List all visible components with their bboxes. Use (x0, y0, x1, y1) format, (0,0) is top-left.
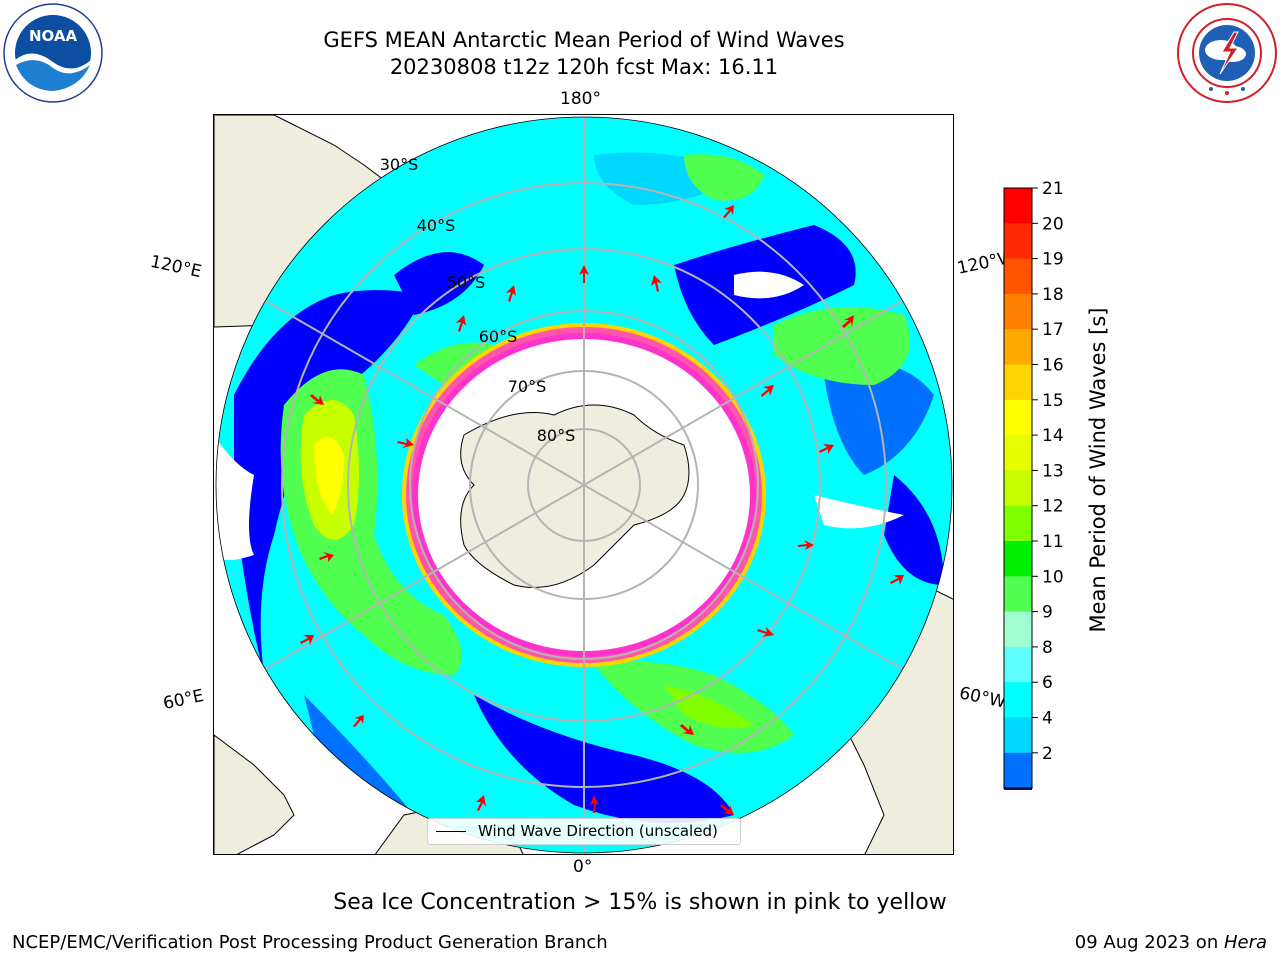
colorbar-segment (1004, 576, 1032, 613)
svg-text:NOAA: NOAA (29, 27, 78, 45)
credit-date-text: 09 Aug 2023 on (1074, 932, 1224, 953)
colorbar-tick-label: 14 (1042, 426, 1064, 446)
lat-label-30: 30°S (380, 155, 419, 174)
credit-machine: Hera (1223, 932, 1267, 953)
colorbar-outline (1003, 187, 1033, 789)
colorbar-tick-label: 10 (1042, 567, 1064, 587)
nws-logo (1177, 3, 1277, 103)
colorbar-segment (1004, 364, 1032, 401)
lon-label-180: 180° (560, 89, 601, 109)
lat-label-80: 80°S (537, 426, 576, 445)
colorbar-tick-label: 13 (1042, 461, 1064, 481)
chart-subtitle: 20230808 t12z 120h fcst Max: 16.11 (389, 55, 779, 79)
colorbar-segment (1004, 293, 1032, 330)
wave-period-field (216, 152, 944, 823)
colorbar-segment (1004, 470, 1032, 507)
colorbar-tick-label: 9 (1042, 603, 1053, 623)
colorbar-tick-label: 8 (1042, 638, 1053, 658)
credit-branch: NCEP/EMC/Verification Post Processing Pr… (12, 932, 608, 953)
colorbar-segment (1004, 505, 1032, 542)
colorbar-segment (1004, 682, 1032, 718)
colorbar-label: Mean Period of Wind Waves [s] (1086, 307, 1110, 633)
noaa-logo: NOAA (3, 3, 103, 103)
chart-title: GEFS MEAN Antarctic Mean Period of Wind … (323, 28, 845, 52)
colorbar-tick-label: 2 (1042, 744, 1053, 764)
lat-label-40: 40°S (417, 216, 456, 235)
colorbar-segment (1004, 223, 1032, 260)
lat-label-70: 70°S (508, 377, 547, 396)
colorbar: 21 20 19 18 17 16 15 14 13 12 11 10 9 8 6 4 2 (1003, 180, 1064, 790)
lat-labels: 30°S 40°S 50°S 60°S 70°S 80°S (380, 155, 576, 445)
colorbar-segment (1004, 717, 1032, 754)
colorbar-tick-label: 19 (1042, 250, 1064, 270)
colorbar-segment (1004, 541, 1032, 577)
colorbar-tick-label: 12 (1042, 497, 1064, 517)
colorbar-segment (1004, 329, 1032, 365)
colorbar-tick-label: 17 (1042, 320, 1064, 340)
sea-ice-note: Sea Ice Concentration > 15% is shown in … (333, 890, 947, 915)
lat-label-60: 60°S (479, 327, 518, 346)
colorbar-tick-label: 15 (1042, 391, 1064, 411)
lon-label-120e: 120°E (148, 251, 204, 283)
colorbar-segment (1004, 646, 1032, 683)
colorbar-tick-label: 11 (1042, 532, 1064, 552)
colorbar-tick-label: 4 (1042, 709, 1053, 729)
colorbar-tick-label: 6 (1042, 673, 1053, 693)
colorbar-segment (1004, 399, 1032, 436)
map-legend: Wind Wave Direction (unscaled) (427, 818, 741, 845)
credit-date: 09 Aug 2023 on Hera (1075, 932, 1267, 953)
lon-label-60e: 60°E (161, 685, 206, 715)
colorbar-segment (1004, 435, 1032, 471)
legend-label: Wind Wave Direction (unscaled) (478, 822, 718, 840)
colorbar-segment (1004, 258, 1032, 295)
colorbar-tick-label: 20 (1042, 214, 1064, 234)
legend-line-swatch (436, 831, 466, 832)
colorbar-tick-label: 18 (1042, 285, 1064, 305)
colorbar-segment (1004, 188, 1032, 224)
colorbar-segment (1004, 752, 1032, 789)
colorbar-segment (1004, 611, 1032, 648)
graticule (216, 117, 952, 853)
colorbar-tick-label: 16 (1042, 356, 1064, 376)
map-svg: 30°S 40°S 50°S 60°S 70°S 80°S (214, 115, 953, 854)
antarctica (460, 404, 690, 588)
colorbar-tick-label: 21 (1042, 180, 1064, 199)
lat-label-50: 50°S (447, 273, 486, 292)
polar-map: 30°S 40°S 50°S 60°S 70°S 80°S (213, 114, 954, 855)
lon-label-0: 0° (573, 857, 593, 877)
wind-arrows (300, 205, 904, 815)
